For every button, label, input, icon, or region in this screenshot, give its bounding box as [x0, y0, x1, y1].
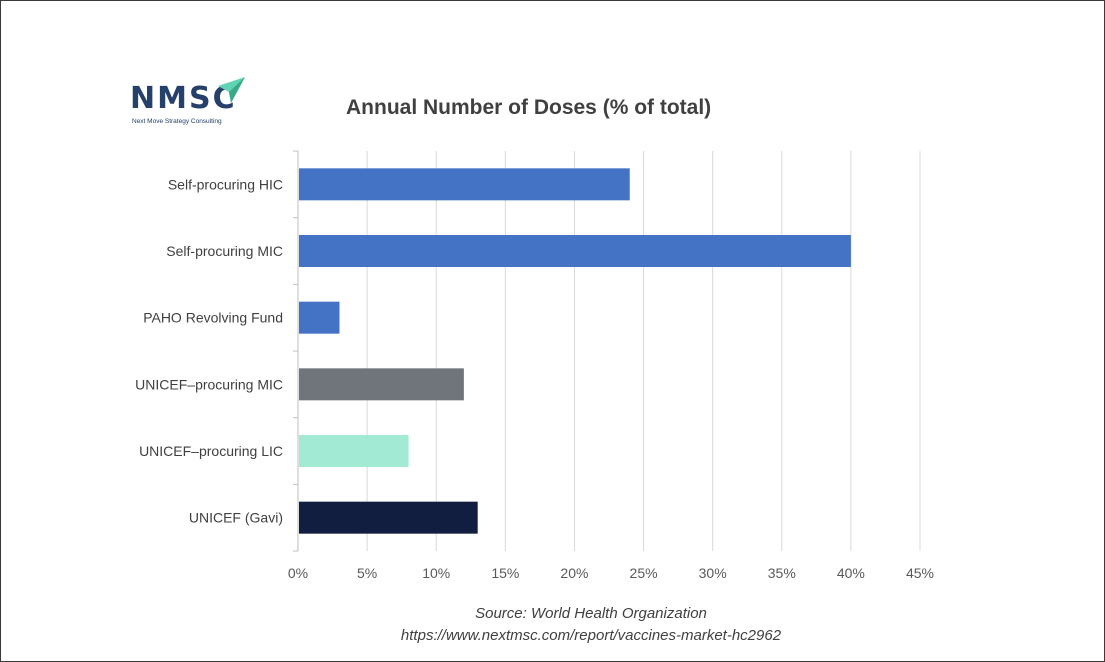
bar: [299, 368, 464, 401]
nmsc-logo: NMSC Next Move Strategy Consulting: [130, 77, 250, 129]
x-tick-label: 10%: [422, 565, 450, 581]
bar: [299, 168, 630, 201]
x-tick-label: 20%: [560, 565, 588, 581]
category-label: UNICEF–procuring MIC: [135, 376, 283, 392]
category-label: Self-procuring HIC: [168, 176, 283, 192]
category-label: Self-procuring MIC: [166, 243, 283, 259]
x-tick-label: 40%: [837, 565, 865, 581]
bar: [299, 435, 409, 467]
bar: [299, 301, 340, 334]
bar: [299, 501, 478, 534]
x-tick-label: 0%: [288, 565, 308, 581]
paper-plane-icon: [218, 77, 245, 103]
category-label: UNICEF–procuring LIC: [139, 443, 283, 459]
logo-subtitle: Next Move Strategy Consulting: [132, 118, 222, 125]
category-label: UNICEF (Gavi): [189, 510, 283, 526]
x-tick-label: 35%: [768, 565, 796, 581]
x-tick-label: 30%: [699, 565, 727, 581]
logo-text: NMSC: [130, 81, 237, 116]
bar: [299, 235, 851, 267]
category-label: PAHO Revolving Fund: [143, 310, 283, 326]
x-tick-label: 45%: [906, 565, 934, 581]
x-tick-label: 25%: [630, 565, 658, 581]
x-tick-label: 5%: [357, 565, 377, 581]
source-line: Source: World Health Organization: [475, 605, 707, 622]
source-url: https://www.nextmsc.com/report/vaccines-…: [400, 627, 782, 644]
x-tick-label: 15%: [491, 565, 519, 581]
bar-chart: 0% 5% 10% 15% 20% 25% 30% 35% 40% 45% Self-procuri…: [135, 150, 934, 581]
chart-title: Annual Number of Doses (% of total): [346, 96, 712, 119]
